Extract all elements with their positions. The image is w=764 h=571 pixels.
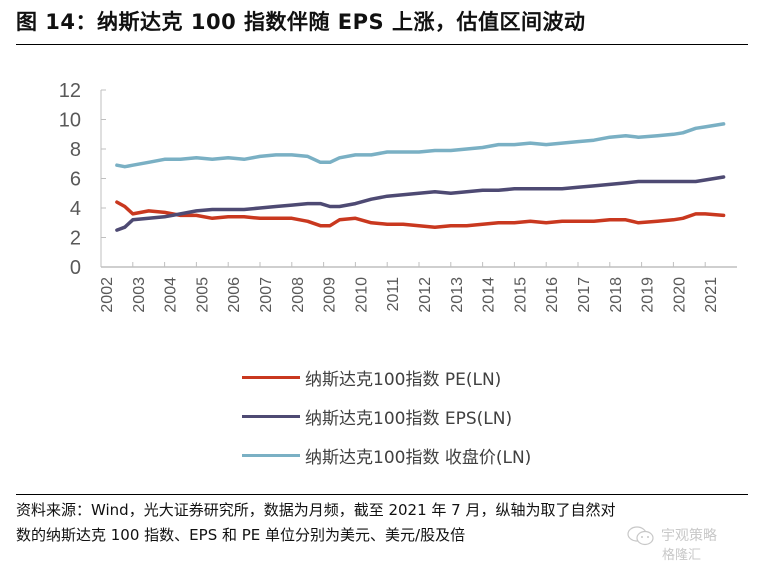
source-note-line-2: 数的纳斯达克 100 指数、EPS 和 PE 单位分别为美元、美元/股及倍 [16, 526, 466, 544]
x-tick-label: 2018 [608, 277, 625, 313]
x-tick-label: 2006 [226, 277, 243, 313]
x-tick-label: 2015 [512, 277, 529, 313]
figure-title: 图 14：纳斯达克 100 指数伴随 EPS 上涨，估值区间波动 [16, 10, 586, 34]
series-line-pe [115, 200, 726, 229]
legend-item-eps: 纳斯达克100指数 EPS(LN) [242, 397, 531, 436]
x-tick-label: 2008 [290, 277, 307, 313]
y-tick-label: 12 [59, 80, 81, 102]
watermark: 宇观策略 格隆汇 [626, 525, 717, 564]
legend-label-pe: 纳斯达克100指数 PE(LN) [305, 370, 502, 390]
legend-item-pe: 纳斯达克100指数 PE(LN) [242, 358, 531, 397]
watermark-text-2: 格隆汇 [662, 548, 702, 563]
y-tick-label: 6 [70, 169, 81, 191]
wechat-icon [627, 526, 654, 546]
title-divider [16, 44, 748, 45]
x-tick-label: 2019 [640, 277, 657, 313]
watermark-text-1: 宇观策略 [661, 527, 717, 544]
y-tick-label: 0 [70, 257, 81, 279]
x-tick-label: 2021 [703, 277, 720, 313]
source-note-line-1: 资料来源：Wind，光大证券研究所，数据为月频，截至 2021 年 7 月，纵轴… [16, 501, 616, 519]
series-line-close [115, 122, 726, 169]
y-tick-label: 10 [59, 110, 81, 132]
legend-label-eps: 纳斯达克100指数 EPS(LN) [305, 409, 513, 429]
legend-label-close: 纳斯达克100指数 收盘价(LN) [305, 448, 532, 468]
series-lines [115, 122, 726, 232]
x-tick-label: 2017 [576, 277, 593, 313]
legend-swatch-pe [242, 376, 300, 379]
x-tick-label: 2005 [194, 277, 211, 313]
legend-item-close: 纳斯达克100指数 收盘价(LN) [242, 436, 531, 475]
legend-swatch-close [242, 454, 300, 457]
x-axis: 2002 2003 2004 2005 2006 2007 2008 2009 2010 2011… [99, 262, 737, 313]
y-tick-label: 4 [70, 198, 81, 220]
source-divider [16, 494, 748, 495]
source-note: 资料来源：Wind，光大证券研究所，数据为月频，截至 2021 年 7 月，纵轴… [16, 498, 756, 548]
y-axis: 0 2 4 6 8 10 12 [59, 80, 106, 279]
x-tick-label: 2012 [417, 277, 434, 313]
x-tick-label: 2007 [258, 277, 275, 313]
y-tick-label: 8 [70, 139, 81, 161]
x-tick-label: 2002 [99, 277, 116, 313]
x-tick-label: 2020 [671, 277, 688, 313]
series-line-eps [115, 175, 726, 232]
chart-legend: 纳斯达克100指数 PE(LN) 纳斯达克100指数 EPS(LN) 纳斯达克1… [242, 358, 531, 475]
x-tick-label: 2016 [544, 277, 561, 313]
legend-swatch-eps [242, 415, 300, 418]
x-tick-label: 2009 [322, 277, 339, 313]
x-tick-label: 2010 [353, 277, 370, 313]
x-tick-label: 2013 [449, 277, 466, 313]
x-tick-label: 2003 [131, 277, 148, 313]
x-tick-label: 2011 [385, 277, 402, 312]
x-tick-label: 2014 [481, 277, 498, 313]
x-tick-label: 2004 [163, 277, 180, 313]
y-tick-label: 2 [70, 228, 81, 250]
